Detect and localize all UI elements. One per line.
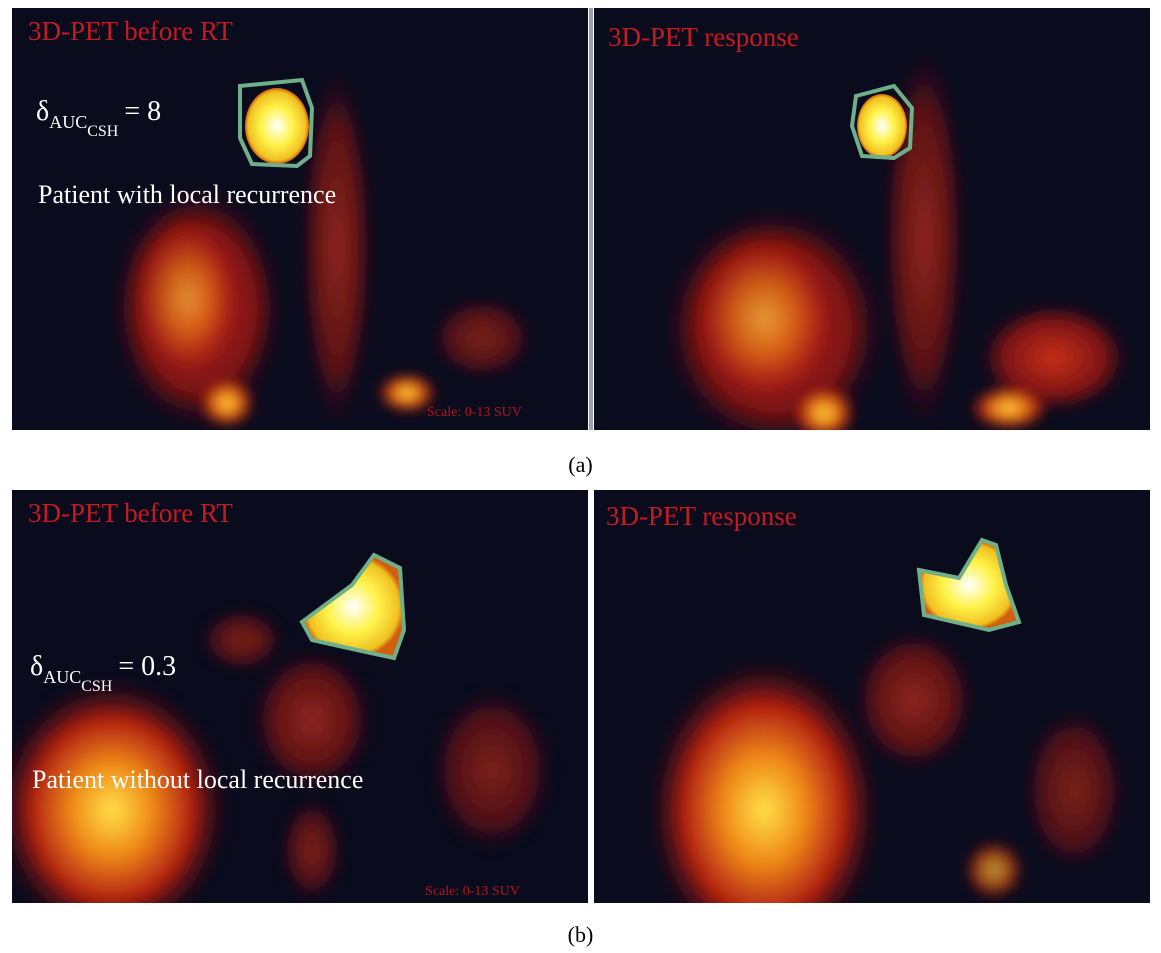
divider xyxy=(589,8,593,430)
delta-symbol: δ xyxy=(36,96,49,127)
delta-symbol: δ xyxy=(30,651,43,682)
pet-image: 3D-PET response xyxy=(594,8,1150,430)
pet-image: 3D-PET before RT δAUCCSH = 0.3 Patient wi… xyxy=(12,490,588,903)
patient-note: Patient with local recurrence xyxy=(38,180,336,209)
delta-label: δAUCCSH = 0.3 xyxy=(30,651,176,695)
divider xyxy=(589,490,593,903)
panel-label: (a) xyxy=(0,452,1161,478)
image-title: 3D-PET before RT xyxy=(28,498,233,528)
image-title: 3D-PET response xyxy=(606,501,797,531)
delta-subsub: CSH xyxy=(81,678,113,695)
delta-label: δAUCCSH = 8 xyxy=(36,96,161,140)
scale-label: Scale: 0-13 SUV xyxy=(425,884,520,899)
page: 3D-PET before RT δAUCCSH= 8 Patient with… xyxy=(0,0,1161,953)
image-title: 3D-PET response xyxy=(608,22,799,52)
delta-value: = 0.3 xyxy=(118,651,176,682)
delta-sub: AUC xyxy=(49,112,87,132)
panel-label: (b) xyxy=(0,922,1161,948)
pet-image: 3D-PET before RT δAUCCSH = 8 Patient with… xyxy=(12,8,588,430)
pet-image: 3D-PET response xyxy=(594,490,1150,903)
image-title: 3D-PET before RT xyxy=(28,16,233,46)
scale-label: Scale: 0-13 SUV xyxy=(427,405,522,420)
patient-note: Patient without local recurrence xyxy=(32,765,363,794)
delta-value: = 8 xyxy=(124,96,161,127)
delta-subsub: CSH xyxy=(87,123,119,140)
delta-sub: AUC xyxy=(43,667,81,687)
